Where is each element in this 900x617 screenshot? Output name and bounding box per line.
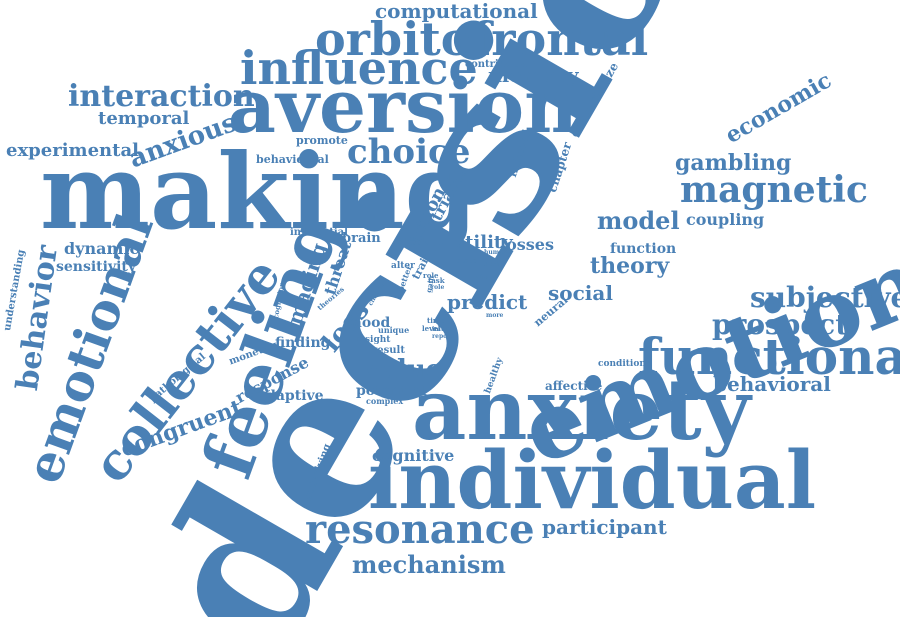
word-magnetic: magnetic bbox=[680, 169, 868, 211]
word-utility: utility bbox=[452, 232, 513, 253]
word-promote: promote bbox=[296, 134, 348, 147]
word-temporal: temporal bbox=[98, 108, 190, 129]
word-report: report bbox=[432, 333, 454, 340]
word-task: task bbox=[428, 276, 445, 285]
word-subjective: subjective bbox=[750, 281, 900, 314]
word-adaptive: adaptive bbox=[257, 388, 324, 404]
word-resonance: resonance bbox=[305, 506, 535, 553]
word-time: time bbox=[427, 316, 445, 325]
word-participant: participant bbox=[542, 515, 667, 539]
word-brain: brain bbox=[342, 231, 381, 246]
word-predict: predict bbox=[447, 290, 528, 314]
word-state: state bbox=[457, 256, 477, 265]
word-thesis: thesis bbox=[482, 261, 502, 268]
word-initial: initial bbox=[432, 326, 453, 333]
word-finding: finding bbox=[275, 335, 331, 351]
word-unique: unique bbox=[378, 325, 410, 335]
word-cognitive: cognitive bbox=[372, 446, 455, 465]
word-theory: theory bbox=[590, 253, 670, 279]
word-coupling: coupling bbox=[686, 210, 765, 229]
word-functional: functional bbox=[638, 327, 900, 386]
word-making: making bbox=[40, 130, 478, 253]
word-mood: mood bbox=[347, 315, 391, 331]
word-social: social bbox=[548, 281, 613, 305]
word-economic: economic bbox=[721, 67, 837, 149]
word-behavioural: behavioural bbox=[256, 153, 329, 166]
word-model: model bbox=[597, 206, 680, 235]
word-mechanism: mechanism bbox=[352, 550, 506, 579]
word-condition: condition bbox=[598, 359, 646, 369]
word-insight: insight bbox=[355, 335, 391, 345]
word-shock: shock bbox=[398, 238, 428, 248]
word-contribution: contribution bbox=[465, 59, 536, 70]
word-losses: losses bbox=[500, 235, 554, 254]
word-role-2: role bbox=[431, 284, 445, 291]
word-influence: influence bbox=[240, 41, 478, 95]
word-value: value bbox=[365, 355, 443, 385]
word-more: more bbox=[486, 312, 504, 319]
word-prospect: prospect bbox=[712, 308, 849, 341]
word-aversion: aversion bbox=[228, 64, 578, 150]
word-human: human bbox=[484, 249, 508, 256]
word-computational: computational bbox=[375, 0, 538, 23]
word-result: result bbox=[372, 345, 405, 356]
word-aim: aim bbox=[476, 274, 489, 281]
word-dynamic: dynamic bbox=[64, 239, 140, 258]
word-individual: individual bbox=[368, 433, 817, 527]
word-behavioral: behavioral bbox=[713, 372, 831, 396]
word-function: function bbox=[610, 241, 677, 257]
word-influential: influential bbox=[290, 227, 348, 238]
word-complex: complex bbox=[366, 396, 404, 406]
word-alter: alter bbox=[391, 261, 415, 271]
word-level: level bbox=[422, 324, 441, 333]
word-gambling: gambling bbox=[675, 150, 792, 176]
word-memory: memory bbox=[488, 63, 579, 87]
word-potential: potential bbox=[356, 383, 427, 399]
word-sensitivity: sensitivity bbox=[56, 259, 137, 275]
word-choice: choice bbox=[347, 132, 471, 172]
word-orbitofrontal: orbitofrontal bbox=[315, 12, 649, 66]
word-role: role bbox=[423, 271, 439, 280]
word-experimental: experimental bbox=[6, 140, 139, 161]
word-affective: affective bbox=[545, 379, 603, 393]
word-anxiety: anxiety bbox=[412, 360, 751, 459]
word-interaction: interaction bbox=[68, 79, 255, 114]
